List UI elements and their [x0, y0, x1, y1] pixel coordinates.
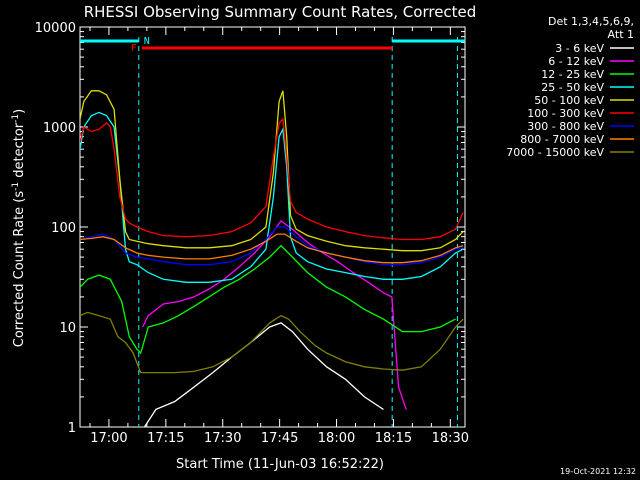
- series-line: [80, 226, 464, 266]
- night-flag-label: N: [144, 36, 150, 47]
- series-line: [80, 117, 464, 241]
- y-tick-label: 10: [59, 321, 76, 336]
- y-tick-label: 1: [68, 421, 76, 436]
- x-tick-label: 18:15: [375, 431, 412, 446]
- x-tick-label: 17:45: [261, 431, 298, 446]
- legend-entry-label: 3 - 6 keV: [555, 42, 604, 55]
- series-line: [80, 90, 464, 252]
- series-line: [143, 322, 384, 427]
- legend-entry-label: 300 - 800 keV: [527, 120, 604, 133]
- x-tick-label: 17:30: [204, 431, 241, 446]
- flare-flag-label: F: [131, 43, 137, 54]
- x-tick-label: 17:15: [147, 431, 184, 446]
- legend-entry-label: 6 - 12 keV: [548, 55, 604, 68]
- x-axis-label: Start Time (11-Jun-03 16:52:22): [176, 457, 384, 472]
- y-tick-label: 1000: [43, 121, 76, 136]
- series-line: [80, 233, 464, 264]
- legend-header-detectors: Det 1,3,4,5,6,9,: [548, 15, 634, 28]
- legend-entry-label: 800 - 7000 keV: [520, 133, 604, 146]
- chart-title: RHESSI Observing Summary Count Rates, Co…: [84, 3, 477, 21]
- series-line: [80, 244, 456, 355]
- x-tick-label: 18:00: [318, 431, 355, 446]
- y-axis-label: Corrected Count Rate (s-1 detector-1): [11, 109, 27, 347]
- x-tick-label: 17:00: [90, 431, 127, 446]
- legend-entry-label: 100 - 300 keV: [527, 107, 604, 120]
- y-tick-label: 100: [51, 221, 76, 236]
- x-tick-label: 18:30: [432, 431, 469, 446]
- series-line: [80, 311, 464, 374]
- generation-timestamp: 19-Oct-2021 12:32: [560, 467, 636, 476]
- legend-entry-label: 7000 - 15000 keV: [506, 146, 604, 159]
- y-tick-label: 10000: [35, 21, 76, 36]
- legend-entry-label: 50 - 100 keV: [534, 94, 604, 107]
- series-line: [80, 111, 464, 283]
- series-line: [142, 219, 407, 410]
- legend-header-attenuator: Att 1: [608, 28, 634, 41]
- legend-entry-label: 25 - 50 keV: [541, 81, 604, 94]
- legend-entry-label: 12 - 25 keV: [541, 68, 604, 81]
